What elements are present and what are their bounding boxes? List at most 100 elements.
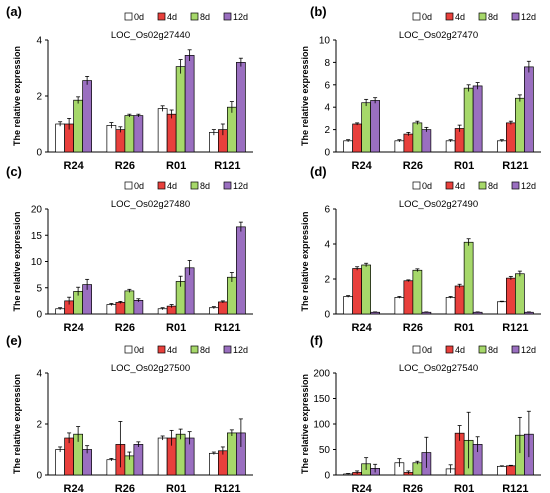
legend-label: 12d [233,181,248,191]
y-tick-label: 20 [31,205,43,216]
legend-label: 8d [488,181,498,191]
bar-0d [497,140,507,153]
bar-4d [115,129,126,153]
legend-swatch [445,12,454,21]
chart-panel-a: (a) 0d 4d 8d 12d LOC_Os02g27440 0 2 4 The relativ… [6,4,253,172]
bar-8d [412,122,423,153]
chart-panel-f: (f) 0d 4d 8d 12d LOC_Os02g27540 0 50 100 150 200Th… [300,333,541,493]
bar-12d [82,80,92,153]
legend-label: 12d [233,12,248,22]
panel-label: (c) [6,164,22,179]
y-tick-label: 4 [324,240,330,251]
y-tick-label: 2 [36,92,42,103]
chart-panel-c: (c) 0d 4d 8d 12d LOC_Os02g27480 0 5 10 15 20 The re… [6,164,253,334]
chart-title: LOC_Os02g27480 [111,199,190,210]
bar-12d [133,444,144,476]
y-axis-label: The relative expression [300,46,310,146]
legend-swatch [511,12,520,21]
bar-12d [524,66,534,153]
x-tick-label: R121 [214,483,240,493]
bar-12d [236,226,246,315]
y-tick-label: 150 [313,394,330,405]
bar-0d [343,296,353,315]
y-tick-label: 100 [313,420,330,431]
panel-label: (a) [6,4,22,19]
legend-label: 0d [134,345,144,355]
y-tick-label: 4 [324,103,330,114]
legend-swatch [157,345,166,354]
bar-8d [463,241,474,315]
x-tick-label: R121 [502,160,528,172]
chart-panel-b: (b) 0d 4d 8d 12d LOC_Os02g27470 0 2 4 6 8 10 The rel… [300,4,541,172]
bar-12d [472,85,483,153]
chart-title: LOC_Os02g27440 [111,30,190,41]
legend-label: 4d [455,181,465,191]
legend-swatch [478,181,487,190]
legend-swatch [190,345,199,354]
legend-swatch [511,181,520,190]
bar-8d [361,102,371,153]
chart-panel-e: (e) 0d 4d 8d 12d LOC_Os02g27500 0 2 4 The relativ… [6,333,253,493]
bar-8d [515,273,525,315]
y-tick-label: 8 [324,58,330,69]
legend-label: 0d [422,12,432,22]
bar-0d [209,452,219,476]
legend-swatch [190,12,199,21]
bar-8d [412,269,423,315]
legend-swatch [157,12,166,21]
panel-label: (f) [310,333,323,348]
bar-0d [106,125,117,153]
y-tick-label: 15 [31,231,43,242]
bar-12d [133,300,144,315]
bar-8d [175,66,186,153]
bar-8d [124,290,135,315]
bar-0d [157,108,168,153]
bar-8d [227,276,237,315]
y-tick-label: 0 [36,148,42,159]
bar-0d [55,123,65,153]
x-tick-label: R24 [64,160,85,172]
bar-12d [236,62,246,153]
bar-8d [361,264,371,315]
bar-4d [454,128,465,153]
bar-8d [515,97,525,153]
y-axis-label: The relative expression [12,46,22,146]
legend-swatch [124,181,133,190]
bar-0d [445,140,456,153]
legend-swatch [412,345,421,354]
y-tick-label: 2 [324,125,330,136]
x-tick-label: R24 [352,160,373,172]
y-axis-label: The relative expression [12,374,22,474]
x-tick-label: R01 [454,160,474,172]
x-tick-label: R01 [166,483,186,493]
legend-label: 4d [455,12,465,22]
x-tick-label: R26 [403,322,423,334]
y-tick-label: 6 [324,80,330,91]
legend-swatch [223,345,232,354]
legend-swatch [223,12,232,21]
legend-swatch [412,181,421,190]
chart-title: LOC_Os02g27470 [399,30,478,41]
x-tick-label: R01 [454,483,474,493]
x-tick-label: R24 [352,483,373,493]
legend-label: 12d [521,181,536,191]
legend-swatch [445,181,454,190]
legend-label: 12d [233,345,248,355]
bar-8d [412,462,423,476]
bar-0d [343,140,353,153]
bar-0d [106,304,117,315]
panel-label: (b) [310,4,327,19]
bar-0d [55,449,65,476]
y-tick-label: 10 [319,36,331,47]
legend-swatch [478,345,487,354]
x-tick-label: R01 [454,322,474,334]
bar-0d [445,297,456,315]
bar-12d [133,115,144,153]
y-tick-label: 200 [313,369,330,380]
legend-label: 8d [200,181,210,191]
legend-swatch [124,12,133,21]
bar-0d [106,459,117,476]
x-tick-label: R26 [115,322,135,334]
bar-0d [157,437,168,476]
